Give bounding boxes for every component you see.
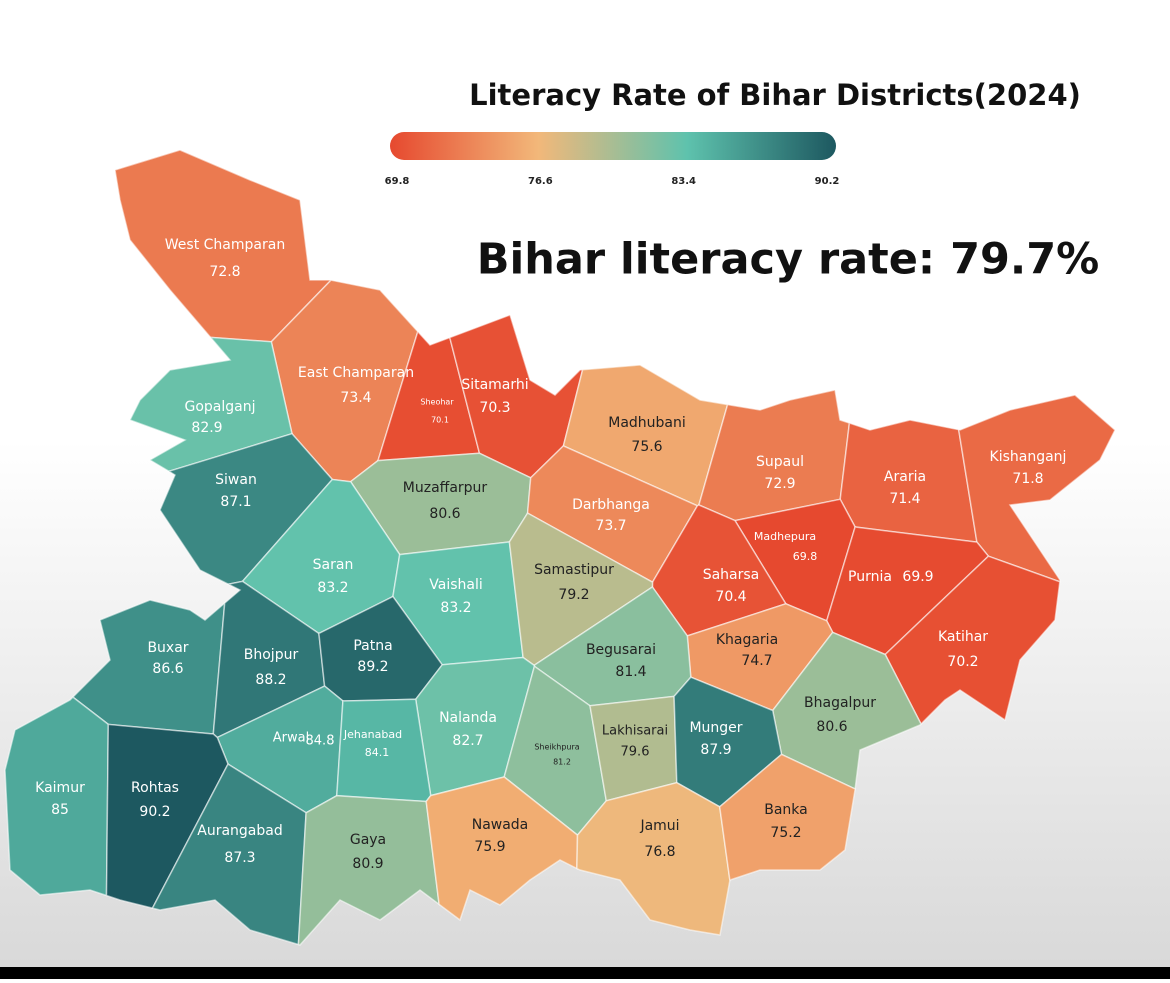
district [425, 776, 579, 922]
district-value: 70.1 [431, 416, 449, 425]
district [151, 763, 307, 946]
district-name: Rohtas [131, 780, 179, 796]
color-bar-tick-label: 90.2 [815, 176, 840, 187]
district-value: 81.4 [615, 664, 646, 680]
district-value: 87.9 [700, 742, 731, 758]
district-name: Muzaffarpur [403, 480, 488, 496]
district-name: Siwan [215, 472, 257, 488]
district-value: 71.8 [1012, 471, 1043, 487]
district-name: Patna [353, 638, 392, 654]
district-name: Saharsa [703, 567, 760, 583]
bottom-bar [0, 967, 1170, 979]
district-name: Jamui [639, 818, 679, 834]
district-name: Araria [884, 469, 926, 485]
district-name: Supaul [756, 454, 804, 470]
district-value: 73.4 [340, 390, 371, 406]
district-name: Kishanganj [990, 449, 1067, 465]
title: Literacy Rate of Bihar Districts(2024) [469, 78, 1081, 112]
district [576, 781, 731, 936]
district-value: 70.2 [947, 654, 978, 670]
district-name: Munger [689, 720, 742, 736]
district-value: 85 [51, 802, 69, 818]
district-name: Begusarai [586, 642, 656, 658]
district-value: 88.2 [255, 672, 286, 688]
district-value: 87.1 [220, 494, 251, 510]
district-value: 83.2 [440, 600, 471, 616]
district [718, 753, 856, 881]
district-value: 71.4 [889, 491, 920, 507]
district [884, 555, 1061, 726]
district-name: Gopalganj [185, 399, 256, 415]
district-name: Nalanda [439, 710, 497, 726]
color-bar-tick-label: 69.8 [385, 176, 410, 187]
district [128, 336, 293, 473]
district-value: 89.2 [357, 659, 388, 675]
district-name: Katihar [938, 629, 988, 645]
district-name: Bhagalpur [804, 695, 876, 711]
district-value: 84.8 [306, 734, 335, 749]
district-labels: West Champaran 72.8 East Champaran 73.4 Sheo… [35, 237, 1066, 872]
district-value: 87.3 [224, 850, 255, 866]
district-name: Buxar [147, 640, 188, 656]
district-value: 80.9 [352, 856, 383, 872]
district-name: Sheohar [420, 398, 454, 407]
districts [4, 149, 1116, 946]
district-value: 79.2 [558, 587, 589, 603]
district-name: Nawada [472, 817, 529, 833]
district-value: 79.6 [621, 745, 650, 760]
color-bar-tick-label: 76.6 [528, 176, 553, 187]
district-value: 72.8 [209, 264, 240, 280]
color-bar [390, 132, 836, 160]
district [4, 696, 110, 897]
district-name: Samastipur [534, 562, 614, 578]
district-value: 75.2 [770, 825, 801, 841]
district-value: 76.8 [644, 844, 675, 860]
color-bar-tick-label: 83.4 [671, 176, 696, 187]
district-name: Kaimur [35, 780, 85, 796]
district-name: Madhepura [754, 530, 816, 543]
district-name: Vaishali [429, 577, 482, 593]
district-value: 82.9 [191, 420, 222, 436]
district-value: 80.6 [816, 719, 847, 735]
district-name: East Champaran [298, 365, 414, 381]
district-value: 82.7 [452, 733, 483, 749]
district-name: Lakhisarai [602, 724, 668, 739]
district-name: Jehanabad [343, 728, 402, 741]
district-name: Madhubani [608, 415, 686, 431]
district-name: West Champaran [165, 237, 285, 253]
district-name: Gaya [350, 832, 386, 848]
district-value: 81.2 [553, 758, 571, 767]
district [297, 794, 441, 946]
district-value: 74.7 [741, 653, 772, 669]
annotation: Bihar literacy rate: 79.7% [477, 235, 1100, 285]
district-name: Arwal [273, 731, 309, 746]
district-value: 75.9 [474, 839, 505, 855]
district-name: Saran [313, 557, 354, 573]
district-value: 70.4 [715, 589, 746, 605]
district-name: Aurangabad [197, 823, 282, 839]
district-value: 86.6 [152, 661, 183, 677]
district-value: 72.9 [764, 476, 795, 492]
district-value: 83.2 [317, 580, 348, 596]
district-name: Sitamarhi [461, 377, 528, 393]
district-value: 75.6 [631, 439, 662, 455]
district-value: 70.3 [479, 400, 510, 416]
district-value: 80.6 [429, 506, 460, 522]
district-value: 69.8 [793, 550, 818, 563]
district-name: Khagaria [716, 632, 778, 648]
district-name: Darbhanga [572, 497, 650, 513]
district-value: 73.7 [595, 518, 626, 534]
district-value: 84.1 [365, 746, 390, 759]
district-name: Sheikhpura [534, 743, 579, 752]
district-name: Bhojpur [244, 647, 299, 663]
district-value: 69.9 [902, 569, 933, 585]
district [105, 723, 229, 909]
district-name: Purnia [848, 569, 892, 585]
district-value: 90.2 [139, 804, 170, 820]
district-name: Banka [764, 802, 808, 818]
